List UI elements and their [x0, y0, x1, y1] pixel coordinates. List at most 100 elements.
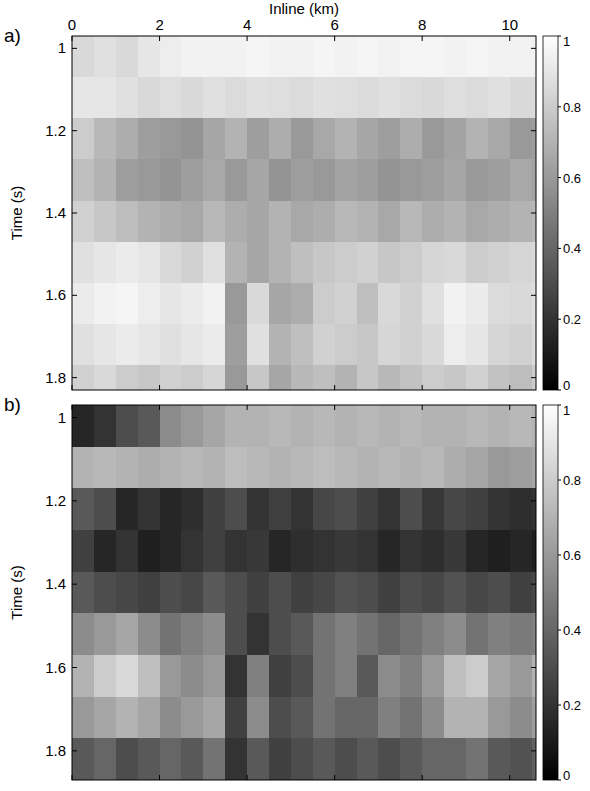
heatmap-cell [510, 365, 532, 390]
y-tick [531, 667, 536, 668]
heatmap-cell [466, 36, 488, 78]
heatmap-cell [94, 447, 116, 489]
heatmap-cell [400, 488, 422, 530]
heatmap-cell [269, 118, 291, 160]
heatmap-cell [203, 655, 225, 697]
heatmap-cell [203, 324, 225, 366]
heatmap-cell [138, 36, 160, 78]
colorbar-tick [558, 106, 561, 107]
x-tick [72, 405, 73, 410]
heatmap-cell [138, 738, 160, 780]
heatmap-cell [160, 447, 182, 489]
heatmap-cell [181, 118, 203, 160]
panel-letter: a) [4, 25, 21, 46]
heatmap-cell [160, 36, 182, 78]
heatmap-cell [444, 324, 466, 366]
heatmap-cell [269, 283, 291, 325]
heatmap-cell [444, 530, 466, 572]
x-tick [159, 405, 160, 410]
heatmap-cell [313, 405, 335, 447]
heatmap-cell [466, 118, 488, 160]
heatmap-cell [94, 613, 116, 655]
heatmap-cell [225, 405, 247, 447]
colorbar-tick-label: 0.4 [563, 241, 581, 256]
heatmap-cell [291, 118, 313, 160]
colorbar-tick-label: 0.8 [563, 100, 581, 115]
heatmap-cell [357, 655, 379, 697]
heatmap-cell [247, 613, 269, 655]
heatmap-cell [247, 405, 269, 447]
heatmap-cell [357, 36, 379, 78]
x-tick [159, 36, 160, 41]
heatmap-cell [400, 738, 422, 780]
heatmap-cell [488, 201, 510, 243]
heatmap-cell [488, 365, 510, 390]
heatmap-cell [116, 738, 138, 780]
heatmap-cell [400, 530, 422, 572]
x-tick [509, 385, 510, 390]
heatmap-cell [247, 488, 269, 530]
heatmap-cell [510, 77, 532, 119]
colorbar-tick [558, 177, 561, 178]
heatmap-cell [225, 242, 247, 284]
heatmap-cell [269, 488, 291, 530]
heatmap-cell [466, 530, 488, 572]
colorbar-tick [558, 555, 561, 556]
heatmap-cell [357, 697, 379, 739]
y-tick [531, 750, 536, 751]
heatmap-cell [247, 447, 269, 489]
heatmap-cell [116, 405, 138, 447]
heatmap-cell [488, 655, 510, 697]
heatmap-cell [291, 159, 313, 201]
heatmap-cell [510, 159, 532, 201]
heatmap-cell [269, 159, 291, 201]
heatmap-cell [116, 159, 138, 201]
x-tick [247, 775, 248, 780]
heatmap-cell [510, 118, 532, 160]
heatmap-cell [422, 572, 444, 614]
heatmap-cell [225, 447, 247, 489]
heatmap-cell [510, 572, 532, 614]
heatmap-cell [116, 118, 138, 160]
heatmap-cell [313, 738, 335, 780]
heatmap-cell [378, 655, 400, 697]
x-tick [72, 385, 73, 390]
heatmap-cell [532, 118, 536, 160]
heatmap-cell [160, 365, 182, 390]
plot-frame [72, 405, 536, 780]
heatmap-cell [510, 201, 532, 243]
heatmap-cell [72, 118, 94, 160]
heatmap-cell [94, 159, 116, 201]
x-tick [159, 775, 160, 780]
heatmap-cell [291, 655, 313, 697]
colorbar-tick-label: 0.8 [563, 473, 581, 488]
heatmap-cell [291, 488, 313, 530]
heatmap-cell [335, 36, 357, 78]
heatmap-cell [532, 159, 536, 201]
heatmap-cell [138, 488, 160, 530]
heatmap-cell [160, 201, 182, 243]
heatmap-cell [291, 242, 313, 284]
heatmap-cell [532, 242, 536, 284]
heatmap-cell [466, 324, 488, 366]
heatmap-cell [488, 118, 510, 160]
y-tick-label: 1.8 [45, 742, 66, 759]
heatmap-cell [313, 572, 335, 614]
heatmap-cell [313, 324, 335, 366]
heatmap-cell [247, 242, 269, 284]
colorbar-tick-label: 0 [563, 378, 570, 393]
y-tick [72, 500, 77, 501]
heatmap-cell [203, 365, 225, 390]
heatmap-cell [160, 118, 182, 160]
heatmap-cells [72, 36, 536, 390]
heatmap-cell [313, 242, 335, 284]
x-tick [72, 775, 73, 780]
panel-letter: b) [4, 394, 21, 415]
heatmap-cell [510, 324, 532, 366]
heatmap-cell [466, 738, 488, 780]
heatmap-cell [335, 242, 357, 284]
colorbar [543, 405, 558, 780]
colorbar-tick-label: 0.6 [563, 171, 581, 186]
heatmap-cell [532, 201, 536, 243]
x-tick [334, 405, 335, 410]
